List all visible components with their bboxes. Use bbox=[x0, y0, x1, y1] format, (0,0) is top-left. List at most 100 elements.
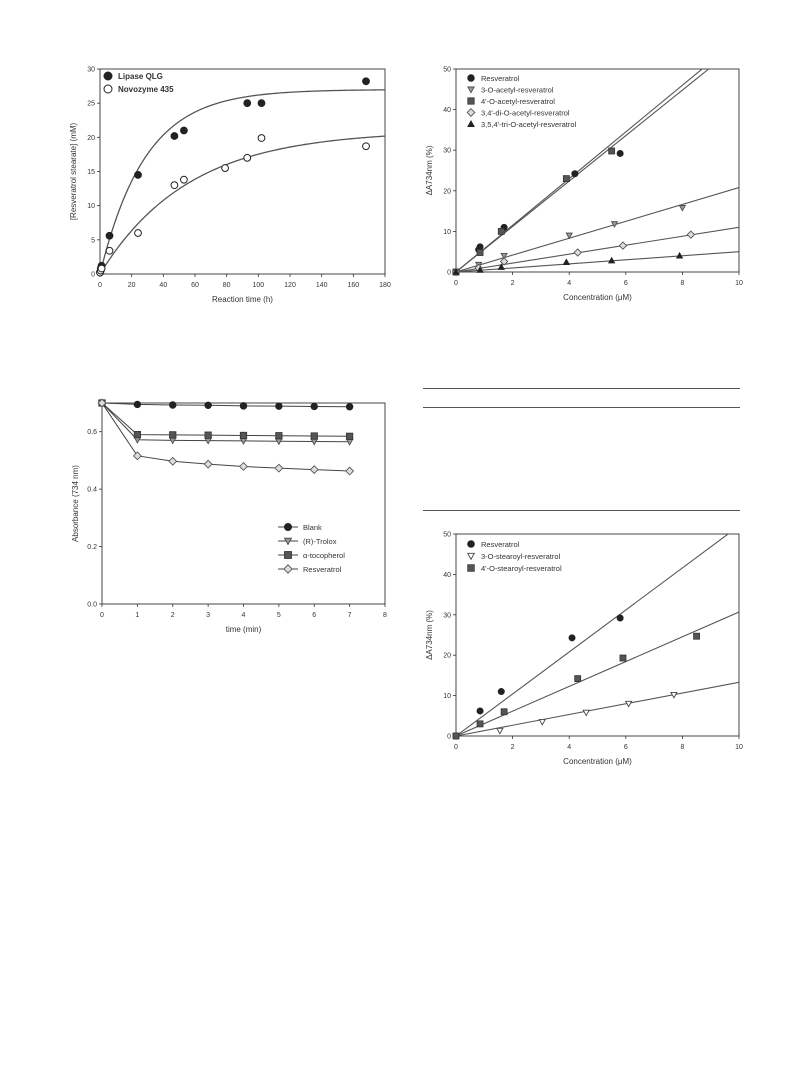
data-point-4-o-stearoyl-resveratrol bbox=[693, 632, 700, 640]
y-tick-label: 5 bbox=[91, 237, 95, 244]
data-point-4-o-stearoyl-resveratrol bbox=[452, 732, 460, 740]
data-point-3-4-di-o-acetyl-resveratrol bbox=[686, 230, 696, 239]
fit-curve-novozyme-435 bbox=[100, 135, 385, 274]
x-tick-label: 2 bbox=[171, 612, 175, 619]
legend-label: 3,4'-di-O-acetyl-resveratrol bbox=[481, 108, 570, 117]
legend-label: 4'-O-acetyl-resveratrol bbox=[481, 97, 555, 106]
x-axis-label: Concentration (μM) bbox=[563, 757, 632, 766]
legend-marker bbox=[466, 108, 476, 117]
data-point-lipase-qlg bbox=[362, 77, 370, 86]
table-header-rule bbox=[423, 407, 740, 408]
data-point-3-5-4-tri-o-acetyl-resveratrol bbox=[607, 256, 616, 264]
legend-label: 3-O-acetyl-resveratrol bbox=[481, 85, 554, 94]
x-tick-label: 2 bbox=[511, 744, 515, 751]
plot-frame bbox=[99, 68, 386, 275]
data-point-lipase-qlg bbox=[134, 171, 142, 179]
x-axis-label: Reaction time (h) bbox=[212, 295, 273, 304]
fit-line-3-o-acetyl-resveratrol bbox=[456, 187, 739, 272]
data-point-3-5-4-tri-o-acetyl-resveratrol bbox=[562, 258, 571, 266]
data-point-resveratrol bbox=[203, 459, 213, 469]
series-line-r-trolox bbox=[102, 403, 350, 443]
data-point-resveratrol bbox=[168, 456, 178, 466]
data-point-4-o-acetyl-resveratrol bbox=[608, 147, 616, 155]
legend-label: 4'-O-stearoyl-resveratrol bbox=[481, 564, 562, 573]
x-tick-label: 60 bbox=[191, 282, 199, 289]
data-point-blank bbox=[169, 401, 177, 409]
data-point-tocopherol bbox=[310, 432, 318, 440]
legend-marker bbox=[467, 74, 475, 82]
data-point-resveratrol bbox=[476, 243, 484, 251]
legend-marker bbox=[467, 564, 475, 572]
data-point-3-o-acetyl-resveratrol bbox=[678, 205, 687, 212]
fit-line-3-o-stearoyl-resveratrol bbox=[456, 681, 739, 736]
data-point-blank bbox=[133, 400, 142, 409]
series-line-blank bbox=[102, 403, 350, 408]
x-tick-label: 0 bbox=[100, 612, 104, 619]
data-point-resveratrol bbox=[309, 465, 319, 475]
legend-label: 3,5,4'-tri-O-acetyl-resveratrol bbox=[481, 120, 577, 129]
data-point-3-o-acetyl-resveratrol bbox=[565, 232, 573, 240]
fit-line-4-o-stearoyl-resveratrol bbox=[456, 611, 739, 736]
x-tick-label: 0 bbox=[98, 282, 102, 289]
data-point-novozyme-435 bbox=[170, 181, 179, 190]
data-point-resveratrol bbox=[239, 461, 248, 471]
data-point-novozyme-435 bbox=[134, 229, 142, 237]
series-line-resveratrol bbox=[102, 403, 350, 472]
x-tick-label: 180 bbox=[379, 282, 391, 289]
reaction-time-chart: 0 20 40 60 80 100 120 140 160 180 0 5 10 15 20 25 30 Reac… bbox=[69, 67, 391, 305]
x-tick-label: 6 bbox=[624, 280, 628, 287]
data-point-3-o-stearoyl-resveratrol bbox=[624, 700, 633, 708]
x-tick-label: 140 bbox=[316, 282, 328, 289]
data-point-3-5-4-tri-o-acetyl-resveratrol bbox=[675, 251, 684, 259]
data-point-resveratrol bbox=[132, 451, 142, 461]
data-point-blank bbox=[345, 403, 354, 411]
plot-frame bbox=[455, 68, 740, 273]
data-point-4-o-acetyl-resveratrol bbox=[497, 227, 505, 235]
plot-area bbox=[100, 89, 385, 274]
y-tick-label: 10 bbox=[87, 203, 95, 210]
data-point-3-5-4-tri-o-acetyl-resveratrol bbox=[452, 268, 460, 275]
x-tick-label: 6 bbox=[312, 612, 316, 619]
data-point-novozyme-435 bbox=[180, 175, 188, 184]
data-point-tocopherol bbox=[346, 432, 354, 440]
x-tick-label: 4 bbox=[242, 612, 246, 619]
legend-marker bbox=[467, 86, 475, 94]
data-point-novozyme-435 bbox=[221, 164, 229, 172]
data-point-novozyme-435 bbox=[243, 153, 252, 162]
data-point-3-o-stearoyl-resveratrol bbox=[582, 709, 590, 717]
data-point-tocopherol bbox=[204, 431, 212, 439]
x-tick-label: 8 bbox=[680, 744, 684, 751]
x-tick-label: 8 bbox=[680, 280, 684, 287]
data-point-novozyme-435 bbox=[105, 246, 114, 255]
x-tick-label: 120 bbox=[284, 282, 296, 289]
data-point-lipase-qlg bbox=[180, 126, 188, 135]
data-point-4-o-stearoyl-resveratrol bbox=[476, 720, 484, 728]
data-point-blank bbox=[239, 402, 248, 410]
legend-marker bbox=[283, 537, 293, 546]
legend-marker bbox=[283, 564, 293, 574]
data-point-novozyme-435 bbox=[257, 134, 266, 142]
legend-marker bbox=[284, 523, 292, 531]
data-point-resveratrol bbox=[97, 398, 107, 408]
data-point-blank bbox=[204, 401, 212, 409]
data-point-4-o-acetyl-resveratrol bbox=[476, 249, 484, 256]
data-point-3-4-di-o-acetyl-resveratrol bbox=[573, 248, 582, 257]
x-tick-label: 4 bbox=[567, 280, 571, 287]
x-tick-label: 6 bbox=[624, 744, 628, 751]
data-point-resveratrol bbox=[476, 707, 484, 715]
x-tick-label: 20 bbox=[128, 282, 136, 289]
x-tick-label: 160 bbox=[347, 282, 359, 289]
legend-marker bbox=[284, 551, 292, 559]
table-top-rule bbox=[423, 388, 740, 389]
data-point-resveratrol bbox=[568, 634, 576, 642]
y-tick-label: 50 bbox=[443, 532, 451, 539]
y-tick-label: 10 bbox=[443, 229, 451, 236]
y-tick-label: 0.2 bbox=[87, 544, 97, 551]
y-tick-label: 40 bbox=[443, 572, 451, 579]
data-point-3-4-di-o-acetyl-resveratrol bbox=[618, 241, 628, 250]
legend-label: Resveratrol bbox=[303, 565, 342, 574]
x-tick-label: 0 bbox=[454, 280, 458, 287]
legend-label: 3-O-stearoyl-resveratrol bbox=[481, 552, 561, 561]
data-point-3-5-4-tri-o-acetyl-resveratrol bbox=[497, 263, 505, 270]
x-tick-label: 100 bbox=[252, 282, 264, 289]
